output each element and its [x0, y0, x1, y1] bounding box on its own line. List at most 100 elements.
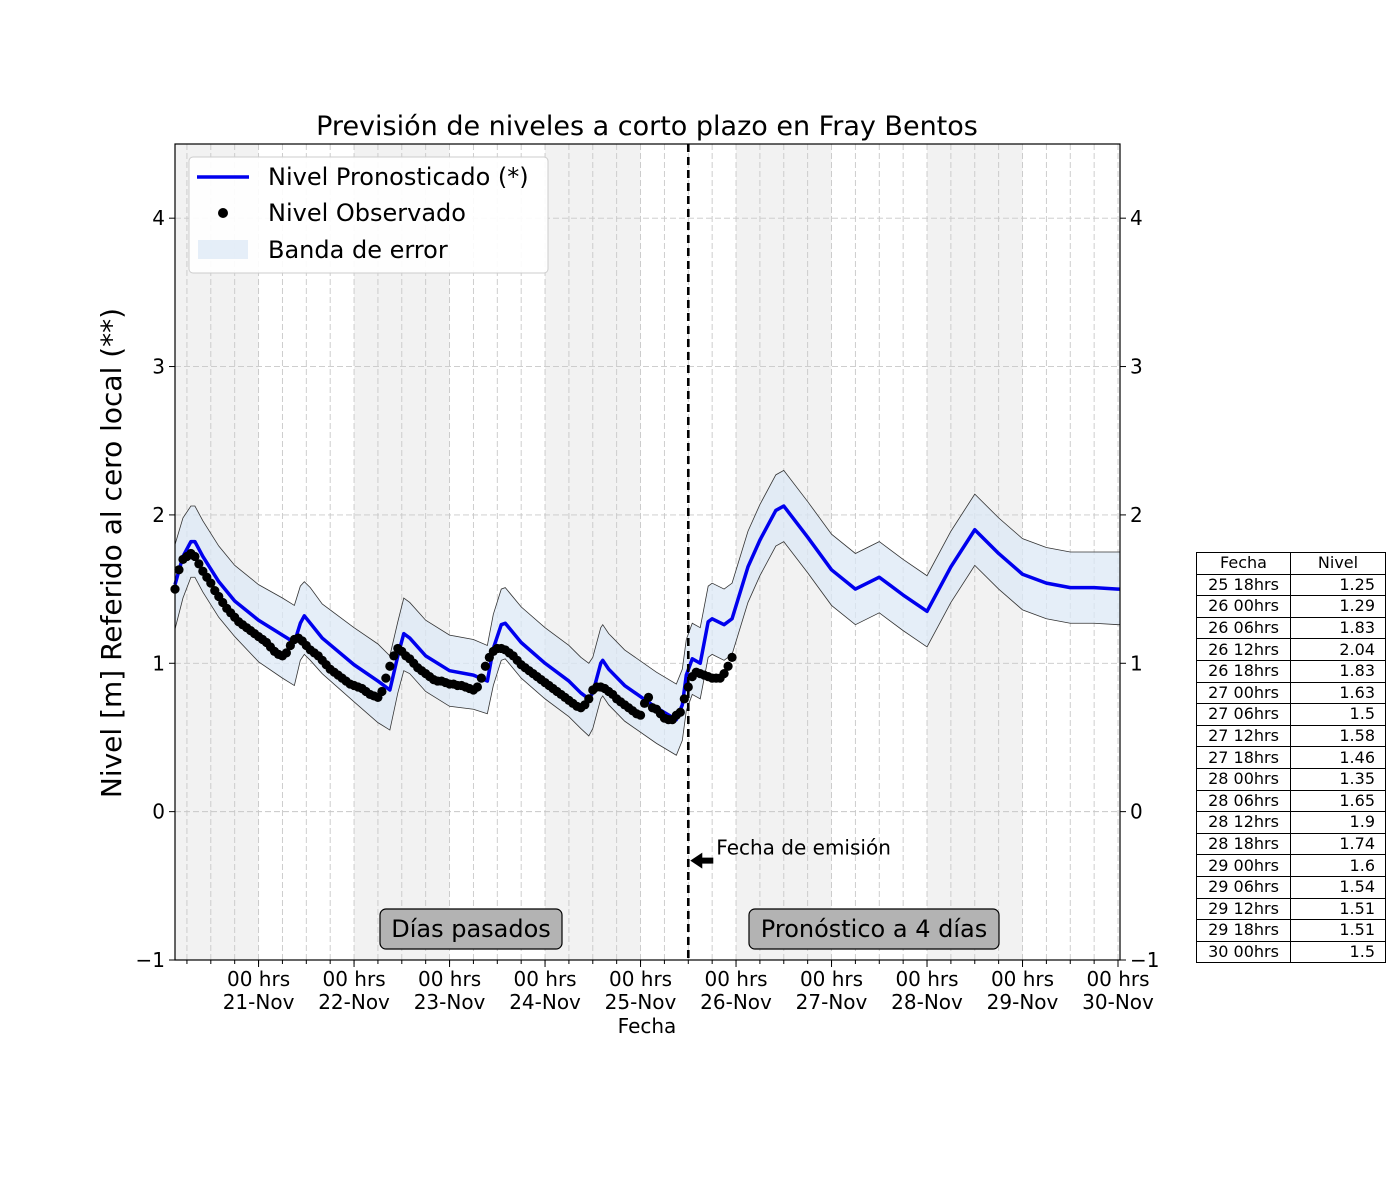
forecast-line [173, 504, 1120, 722]
table-cell-nivel: 1.83 [1290, 659, 1386, 683]
table-row: 28 00hrs 1.35 [1196, 767, 1386, 791]
forecast-line-layer [173, 504, 1120, 722]
observed-point [385, 661, 395, 671]
table-row: 27 00hrs 1.63 [1196, 681, 1386, 705]
emission-arrow-icon [690, 852, 714, 869]
y-tick-label-right: 0 [1130, 800, 1143, 824]
legend-label: Banda de error [268, 236, 448, 264]
x-tick-label-date: 25-Nov [605, 990, 677, 1014]
observed-point [679, 694, 689, 704]
observed-point [472, 682, 482, 692]
table-cell-fecha: 27 00hrs [1196, 681, 1291, 705]
observed-point [683, 682, 693, 692]
chart-title: Previsión de niveles a corto plazo en Fr… [316, 111, 978, 142]
plot-frame [174, 143, 1121, 961]
table-row: 29 12hrs 1.51 [1196, 897, 1386, 921]
observed-point [727, 652, 737, 662]
table-header-fecha: Fecha [1196, 552, 1291, 575]
x-tick-label-time: 00 hrs [227, 967, 290, 991]
region-label: Pronóstico a 4 días [761, 915, 987, 943]
observed-points-layer [170, 548, 737, 725]
observed-point [643, 692, 654, 702]
x-tick-label-time: 00 hrs [800, 967, 863, 991]
table-cell-nivel: 1.35 [1290, 767, 1386, 791]
y-tick-label-left: 2 [152, 503, 165, 527]
x-tick-label-time: 00 hrs [322, 967, 385, 991]
table-row: 28 06hrs 1.65 [1196, 789, 1386, 813]
table-cell-nivel: 1.65 [1290, 789, 1386, 813]
table-cell-nivel: 1.74 [1290, 832, 1386, 856]
table-cell-nivel: 1.83 [1290, 616, 1386, 640]
error-band-upper [174, 469, 1120, 685]
table-row: 26 06hrs 1.83 [1196, 616, 1386, 640]
table-row: 29 00hrs 1.6 [1196, 854, 1386, 877]
table-row: 27 18hrs 1.46 [1196, 746, 1386, 769]
table-cell-nivel: 1.5 [1290, 940, 1386, 964]
emission-marker: Fecha de emisión [686, 144, 891, 960]
table-row: 26 00hrs 1.29 [1196, 595, 1386, 618]
observed-point [206, 578, 216, 588]
table-cell-nivel: 1.5 [1290, 703, 1386, 726]
table-header-nivel: Nivel [1290, 552, 1386, 575]
x-axis-label: Fecha [618, 1014, 677, 1038]
x-tick-label-date: 29-Nov [987, 990, 1059, 1014]
x-tick-label-date: 22-Nov [318, 990, 390, 1014]
y-tick-label-left: 1 [152, 651, 165, 675]
y-tick-label-right: 2 [1130, 503, 1143, 527]
y-tick-label-left: −1 [136, 948, 165, 972]
table-row: 25 18hrs 1.25 [1196, 573, 1386, 597]
observed-point [480, 661, 490, 671]
observed-point [723, 661, 733, 671]
table-cell-nivel: 1.46 [1290, 746, 1386, 769]
table-cell-fecha: 27 18hrs [1196, 746, 1291, 769]
observed-point [281, 648, 292, 658]
table-cell-nivel: 1.9 [1290, 811, 1386, 834]
observed-point [476, 673, 486, 683]
error-band-lower [174, 541, 1120, 756]
observed-point [190, 551, 200, 562]
legend: Nivel Pronosticado (*) Nivel Observado Ban… [188, 156, 549, 274]
observed-point [675, 707, 685, 717]
table-cell-fecha: 28 12hrs [1196, 811, 1291, 834]
table-row: 29 18hrs 1.51 [1196, 919, 1386, 942]
table-row: 27 12hrs 1.58 [1196, 724, 1386, 748]
table-cell-fecha: 30 00hrs [1196, 940, 1291, 964]
table-cell-nivel: 1.25 [1290, 573, 1386, 597]
observed-point [377, 686, 387, 697]
y-tick-label-left: 4 [152, 206, 165, 230]
region-labels: Días pasados Pronóstico a 4 días [379, 908, 1000, 950]
y-tick-label-right: 3 [1130, 355, 1143, 379]
table-cell-fecha: 28 06hrs [1196, 789, 1291, 813]
y-axis-label: Nivel [m] Referido al cero local (**) [95, 308, 128, 798]
observed-point [635, 710, 646, 720]
table-cell-fecha: 26 00hrs [1196, 595, 1291, 618]
legend-box [188, 156, 549, 274]
table-row: 28 18hrs 1.74 [1196, 832, 1386, 856]
x-tick-label-date: 30-Nov [1082, 990, 1154, 1014]
table-row: 26 18hrs 1.83 [1196, 659, 1386, 683]
table-cell-nivel: 1.54 [1290, 875, 1386, 899]
observed-point [584, 694, 594, 704]
region-label-box [379, 908, 563, 950]
table-cell-nivel: 1.51 [1290, 897, 1386, 921]
x-tick-label-date: 28-Nov [891, 990, 963, 1014]
x-tick-label-date: 24-Nov [509, 990, 581, 1014]
x-tick-label-time: 00 hrs [895, 967, 958, 991]
legend-band-swatch [198, 240, 248, 259]
x-tick-label-date: 27-Nov [796, 990, 868, 1014]
x-tick-label-time: 00 hrs [704, 967, 767, 991]
table-cell-fecha: 26 18hrs [1196, 659, 1291, 683]
table-cell-fecha: 29 06hrs [1196, 875, 1291, 899]
table-cell-fecha: 29 12hrs [1196, 897, 1291, 921]
y-tick-label-right: 4 [1130, 206, 1143, 230]
x-tick-label-time: 00 hrs [609, 967, 672, 991]
table-cell-nivel: 1.58 [1290, 724, 1386, 748]
table-row: 26 12hrs 2.04 [1196, 638, 1386, 661]
table-row: 27 06hrs 1.5 [1196, 703, 1386, 726]
x-tick-label-date: 21-Nov [223, 990, 295, 1014]
region-label: Días pasados [391, 915, 551, 943]
y-tick-label-left: 3 [152, 355, 165, 379]
y-tick-label-right: 1 [1130, 651, 1143, 675]
